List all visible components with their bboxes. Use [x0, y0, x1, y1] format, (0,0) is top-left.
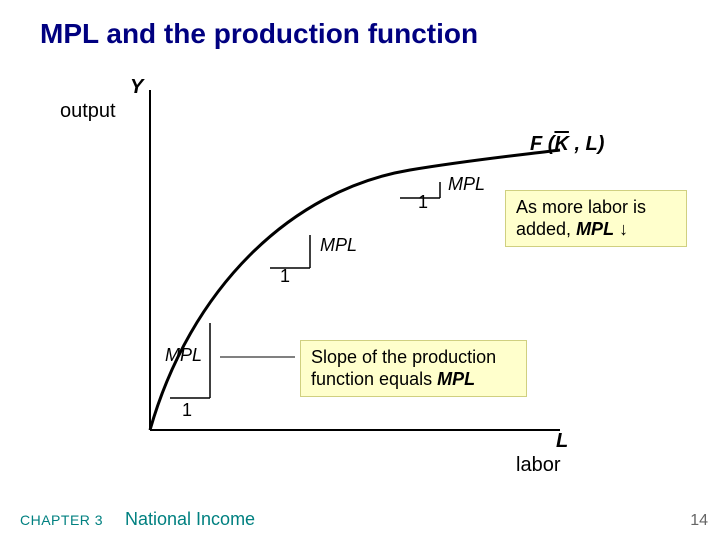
one-label-top: 1 — [418, 192, 428, 213]
fn-suffix: , L) — [569, 133, 605, 155]
mpl-label-bot: MPL — [165, 345, 202, 366]
fn-prefix: F ( — [530, 133, 554, 155]
note-mpl-line2a: added, — [516, 219, 576, 239]
note-mpl-line2c: ↓ — [614, 219, 628, 239]
y-axis-label-output: output — [60, 100, 116, 123]
mpl-label-mid: MPL — [320, 235, 357, 256]
footer-chapter: CHAPTER 3 — [20, 512, 103, 528]
note-mpl-line1: As more labor is — [516, 197, 646, 217]
footer-title: National Income — [125, 509, 255, 530]
x-axis-label-l: L — [556, 430, 568, 453]
one-label-bot: 1 — [182, 400, 192, 421]
slide-title: MPL and the production function — [40, 18, 478, 50]
note-mpl-line2b: MPL — [576, 219, 614, 239]
mpl-label-top: MPL — [448, 174, 485, 195]
note-slope-line2b: MPL — [437, 369, 475, 389]
fn-kbar: K — [554, 133, 568, 155]
note-slope-line1: Slope of the production — [311, 347, 496, 367]
note-slope-equals-mpl: Slope of the production function equals … — [300, 340, 527, 397]
page-number: 14 — [690, 512, 708, 530]
function-label: F (K , L) — [530, 133, 604, 156]
x-axis-label-labor: labor — [516, 454, 560, 477]
note-slope-line2a: function equals — [311, 369, 437, 389]
one-label-mid: 1 — [280, 266, 290, 287]
note-mpl-decrease: As more labor is added, MPL ↓ — [505, 190, 687, 247]
